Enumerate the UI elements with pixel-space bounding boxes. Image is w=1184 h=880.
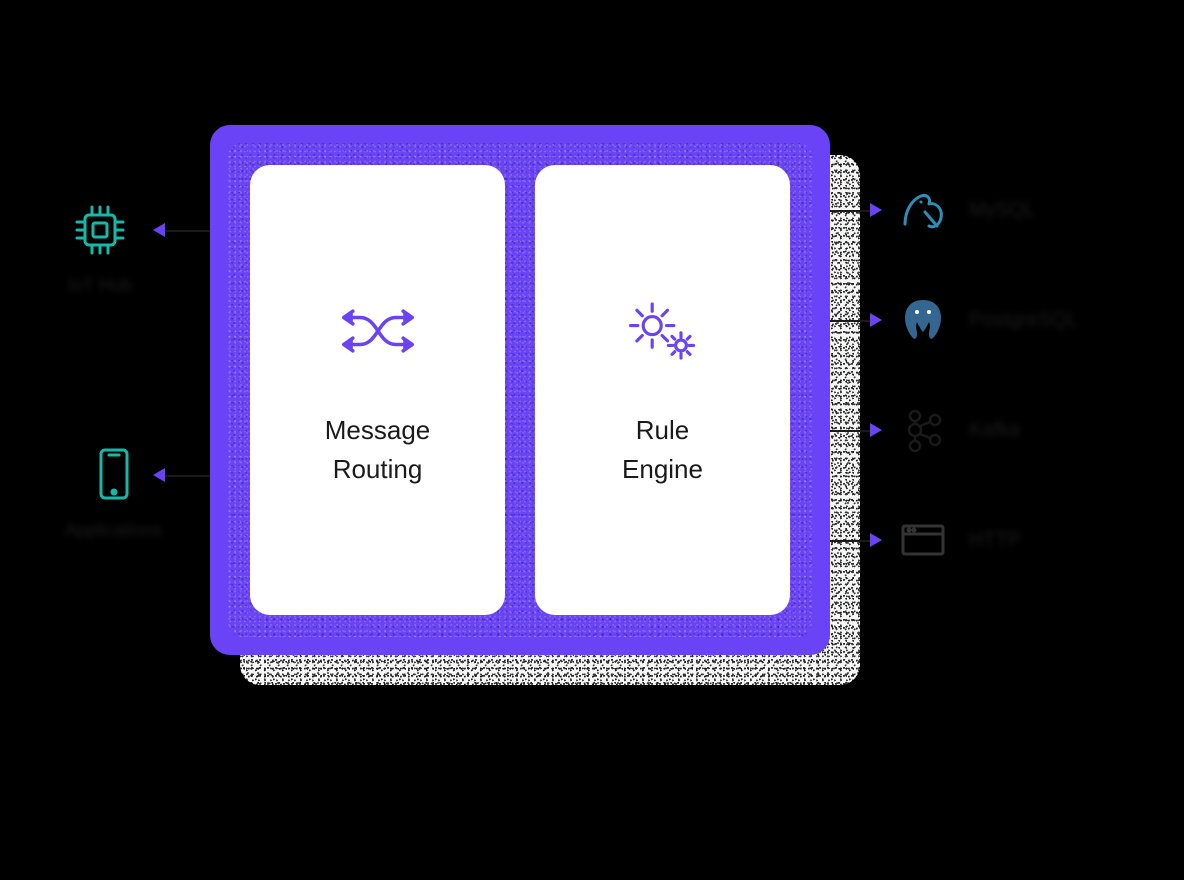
connector-http	[830, 540, 870, 542]
arrow-mysql	[870, 203, 882, 217]
connector-mysql	[830, 210, 870, 212]
gears-icon	[618, 291, 708, 371]
diagram-canvas: Message Routing	[0, 0, 1184, 880]
http-icon	[895, 512, 951, 568]
connector-kafka	[830, 430, 870, 432]
connector-apps	[165, 475, 210, 477]
postgres-icon	[895, 292, 951, 348]
phone-icon	[79, 440, 149, 510]
arrow-apps	[153, 468, 165, 482]
input-label: IoT Hub	[68, 275, 132, 296]
input-iot-hub: IoT Hub	[65, 195, 135, 296]
main-box: Message Routing	[210, 125, 830, 655]
output-postgres: PostgreSQL	[895, 292, 1078, 348]
kafka-icon	[895, 402, 951, 458]
output-mysql: MySQL	[895, 182, 1036, 238]
card-message-routing: Message Routing	[250, 165, 505, 615]
input-applications: Applications	[65, 440, 162, 541]
arrow-http	[870, 533, 882, 547]
output-kafka: Kafka	[895, 402, 1020, 458]
mysql-icon	[895, 182, 951, 238]
output-label: Kafka	[969, 419, 1020, 442]
connector-postgres	[830, 320, 870, 322]
connector-iot	[165, 230, 210, 232]
chip-icon	[65, 195, 135, 265]
arrow-iot	[153, 223, 165, 237]
output-label: PostgreSQL	[969, 309, 1078, 332]
card-label: Message Routing	[325, 411, 431, 489]
card-label: Rule Engine	[622, 411, 703, 489]
output-label: HTTP	[969, 529, 1021, 552]
arrow-kafka	[870, 423, 882, 437]
arrow-postgres	[870, 313, 882, 327]
output-http: HTTP	[895, 512, 1021, 568]
card-rule-engine: Rule Engine	[535, 165, 790, 615]
input-label: Applications	[65, 520, 162, 541]
shuffle-icon	[333, 291, 423, 371]
output-label: MySQL	[969, 199, 1036, 222]
